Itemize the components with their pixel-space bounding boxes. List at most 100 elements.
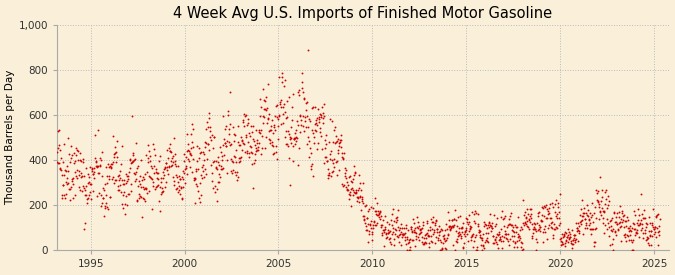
- Point: [153, 177, 163, 182]
- Point: [534, 223, 545, 227]
- Point: [535, 225, 545, 230]
- Point: [80, 193, 91, 197]
- Point: [645, 234, 655, 238]
- Point: [614, 215, 624, 219]
- Point: [335, 138, 346, 142]
- Point: [643, 241, 653, 246]
- Point: [99, 206, 110, 211]
- Point: [268, 125, 279, 130]
- Point: [340, 166, 350, 170]
- Point: [306, 161, 317, 166]
- Point: [475, 229, 485, 233]
- Point: [245, 150, 256, 155]
- Point: [437, 241, 448, 245]
- Point: [619, 232, 630, 237]
- Point: [146, 164, 157, 168]
- Point: [585, 215, 596, 219]
- Point: [574, 231, 585, 236]
- Point: [346, 204, 357, 208]
- Point: [394, 228, 405, 232]
- Point: [561, 238, 572, 243]
- Point: [617, 220, 628, 225]
- Point: [287, 144, 298, 148]
- Point: [568, 238, 578, 242]
- Point: [226, 142, 237, 146]
- Point: [468, 212, 479, 217]
- Point: [142, 170, 153, 174]
- Point: [57, 173, 68, 178]
- Point: [269, 151, 279, 156]
- Point: [286, 125, 297, 129]
- Point: [526, 206, 537, 211]
- Point: [566, 239, 576, 243]
- Point: [508, 225, 518, 229]
- Point: [344, 193, 355, 197]
- Point: [300, 119, 310, 123]
- Point: [541, 216, 552, 220]
- Point: [500, 214, 510, 218]
- Point: [397, 226, 408, 230]
- Point: [531, 237, 541, 241]
- Point: [132, 198, 143, 202]
- Point: [233, 175, 244, 179]
- Point: [298, 97, 309, 101]
- Point: [514, 236, 525, 240]
- Point: [213, 172, 224, 176]
- Point: [456, 226, 466, 231]
- Point: [292, 119, 302, 123]
- Point: [500, 231, 510, 236]
- Point: [288, 136, 299, 141]
- Point: [450, 248, 460, 253]
- Point: [86, 166, 97, 171]
- Point: [310, 118, 321, 122]
- Point: [67, 177, 78, 182]
- Point: [153, 159, 164, 164]
- Point: [226, 158, 237, 163]
- Point: [367, 238, 377, 242]
- Point: [474, 230, 485, 234]
- Point: [370, 223, 381, 228]
- Point: [82, 201, 92, 205]
- Point: [344, 197, 354, 201]
- Point: [512, 215, 523, 219]
- Point: [62, 181, 73, 185]
- Point: [92, 164, 103, 169]
- Point: [468, 238, 479, 243]
- Point: [162, 148, 173, 152]
- Point: [548, 205, 559, 209]
- Point: [398, 231, 408, 236]
- Point: [575, 222, 586, 226]
- Point: [354, 200, 364, 204]
- Point: [541, 236, 552, 241]
- Point: [516, 240, 526, 245]
- Point: [213, 179, 224, 184]
- Point: [267, 140, 277, 145]
- Point: [551, 225, 562, 230]
- Point: [466, 233, 477, 237]
- Point: [77, 157, 88, 161]
- Point: [637, 211, 647, 216]
- Point: [241, 134, 252, 139]
- Point: [128, 153, 139, 158]
- Point: [381, 231, 392, 236]
- Point: [471, 211, 482, 215]
- Point: [568, 233, 579, 238]
- Point: [422, 231, 433, 235]
- Point: [633, 223, 644, 227]
- Point: [478, 232, 489, 236]
- Point: [246, 150, 257, 155]
- Point: [628, 237, 639, 242]
- Point: [551, 226, 562, 230]
- Point: [601, 197, 612, 201]
- Point: [299, 95, 310, 100]
- Point: [178, 151, 189, 156]
- Point: [151, 171, 162, 175]
- Point: [609, 210, 620, 215]
- Point: [389, 232, 400, 236]
- Point: [392, 225, 403, 229]
- Point: [649, 224, 660, 229]
- Point: [130, 172, 140, 177]
- Point: [263, 116, 273, 120]
- Point: [153, 183, 163, 187]
- Point: [624, 226, 634, 230]
